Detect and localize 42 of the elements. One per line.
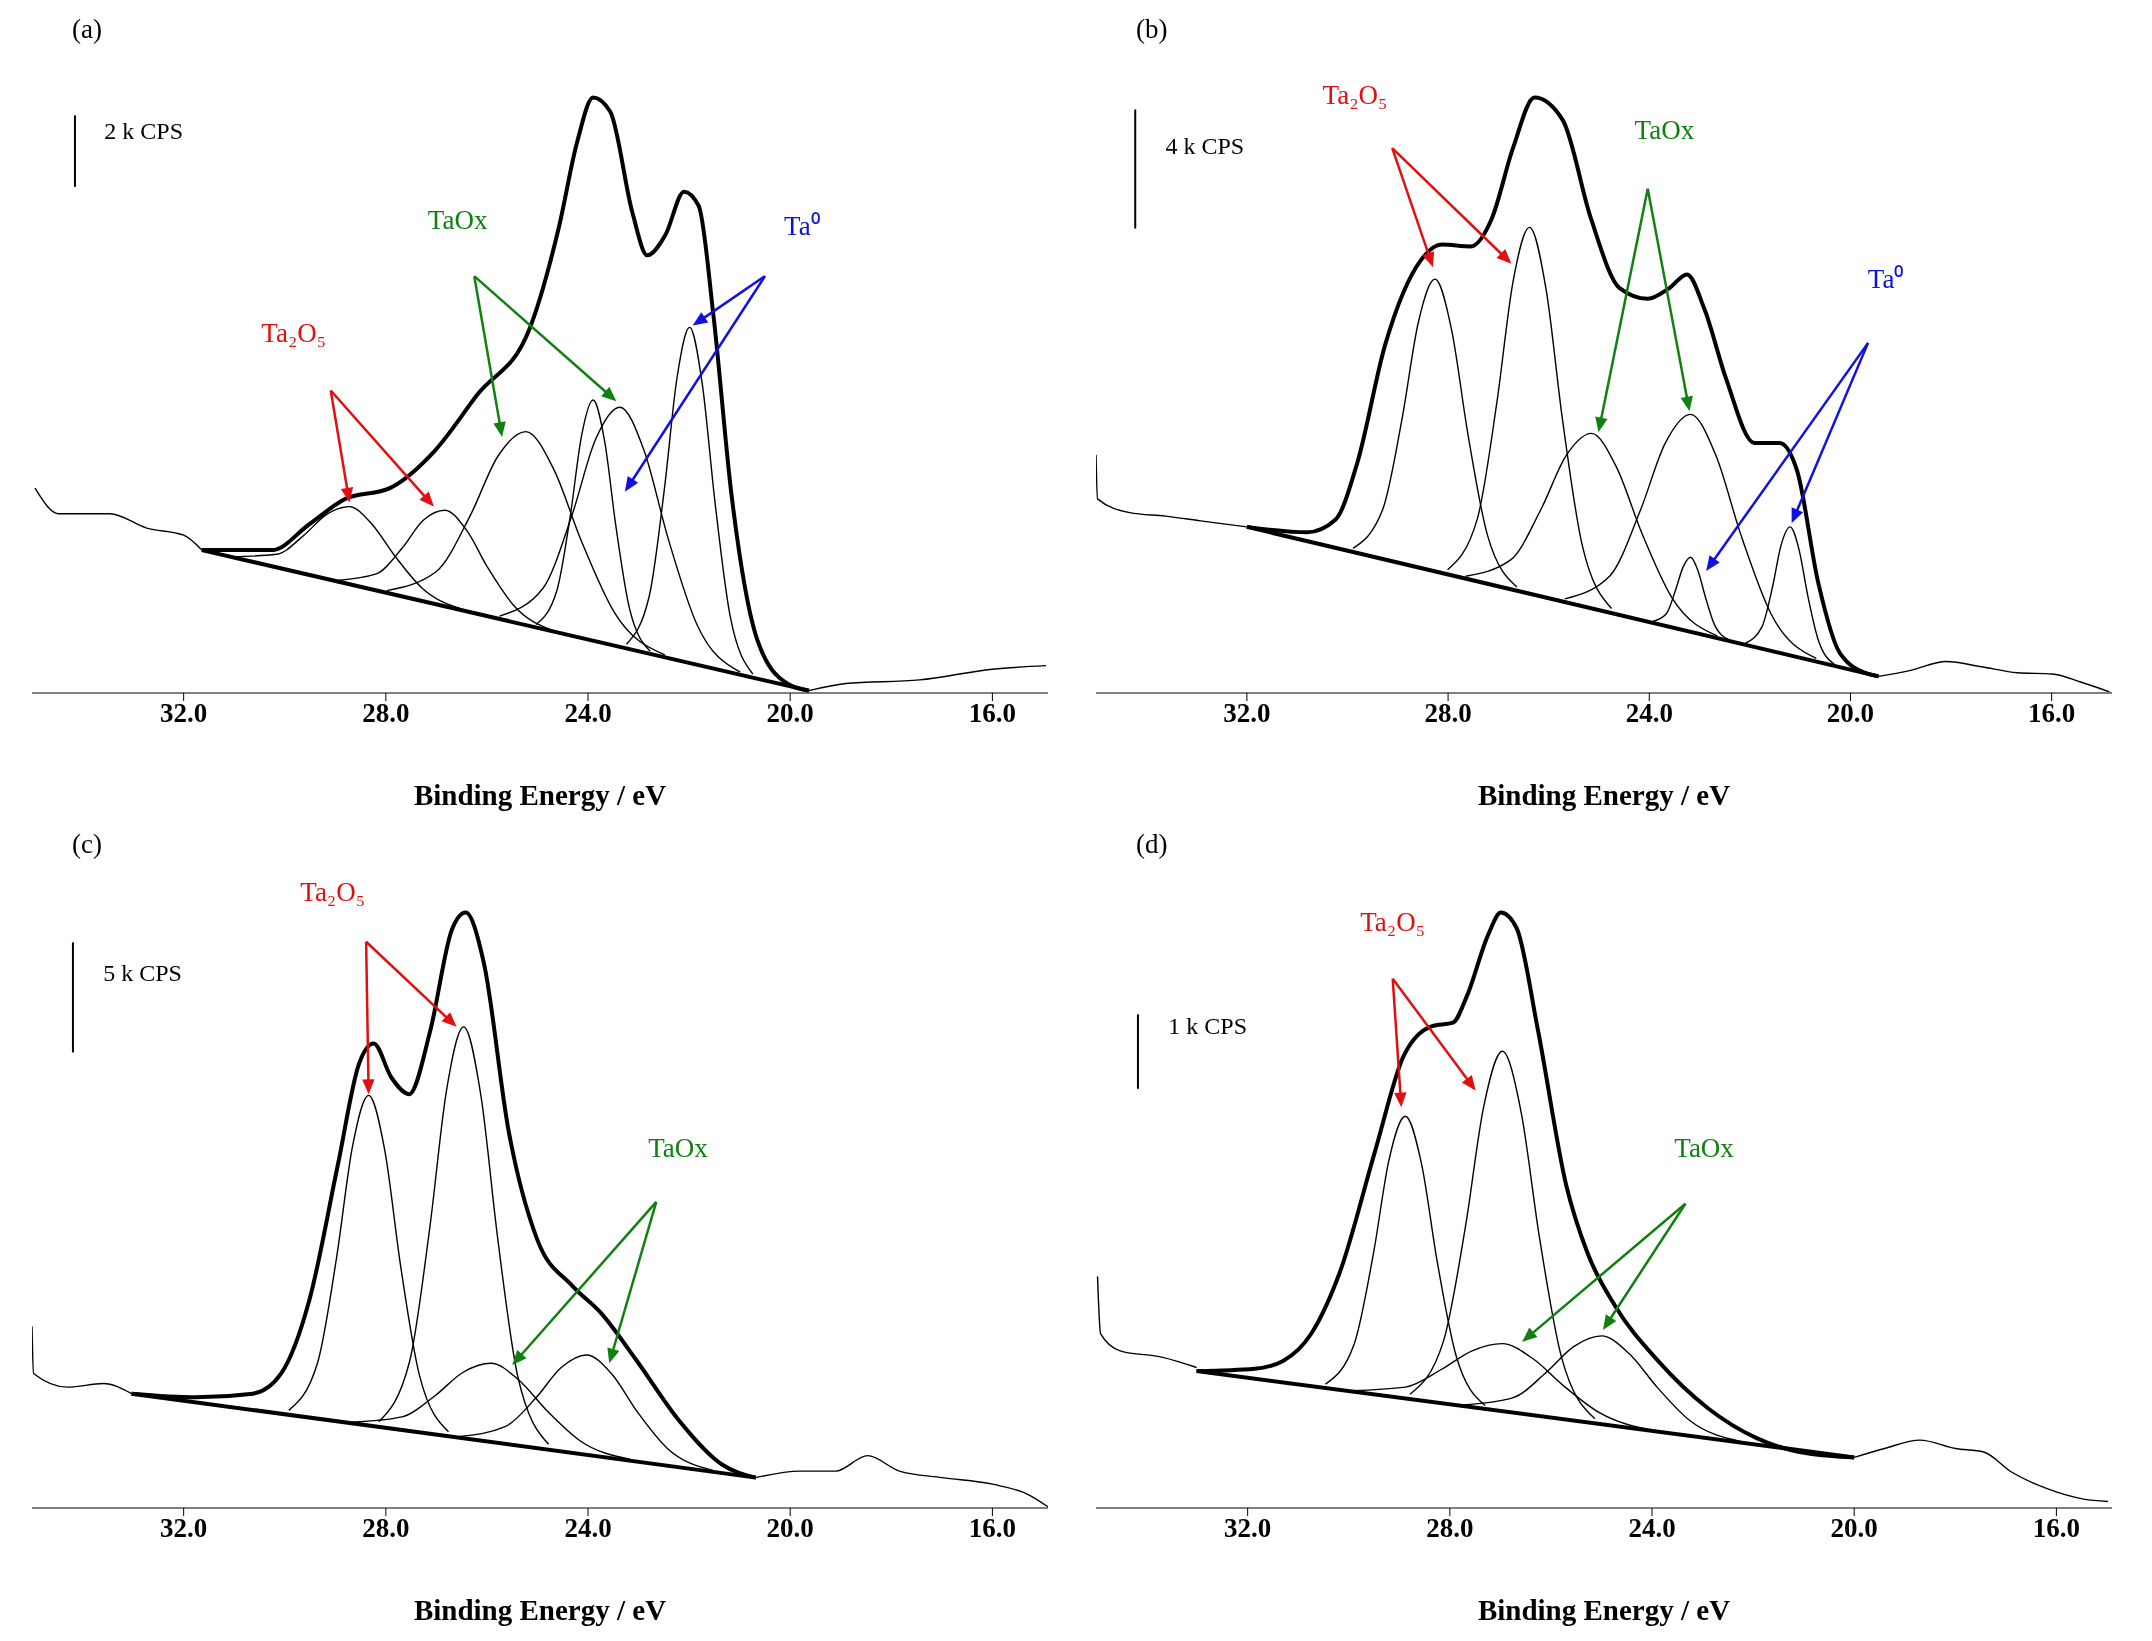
text: (b) (1136, 14, 1168, 44)
annotation: Ta⁰ (1867, 264, 1904, 295)
x-tick-label: 24.0 (1625, 698, 1673, 729)
text: (a) (72, 14, 102, 44)
x-tick-label: 20.0 (766, 1513, 814, 1544)
x-axis-title: Binding Energy / eV (413, 1594, 667, 1626)
x-tick-label: 20.0 (1826, 698, 1875, 729)
annotation: 4 k CPS (1165, 132, 1245, 159)
x-tick-label: 28.0 (1424, 698, 1472, 729)
x-tick-label: 20.0 (1830, 1513, 1878, 1544)
x-axis-title: Binding Energy / eV (1477, 779, 1731, 811)
x-tick-label: 24.0 (564, 1513, 612, 1544)
annotation: TaOx (1674, 1132, 1735, 1163)
annotation: 5 k CPS (103, 959, 182, 986)
x-tick-label: 28.0 (362, 1513, 410, 1544)
x-tick-label: 16.0 (968, 698, 1017, 729)
x-tick-label: 28.0 (362, 698, 410, 729)
x-tick-label: 32.0 (1223, 698, 1271, 729)
annotation: TaOx (1634, 115, 1695, 146)
x-tick-label: 16.0 (968, 1513, 1017, 1544)
annotation: TaOx (427, 204, 488, 235)
text: Ta₂O₅ (300, 876, 366, 907)
text: (d) (1136, 829, 1168, 859)
x-tick-label: 24.0 (1628, 1513, 1676, 1544)
x-tick-label: 16.0 (2028, 698, 2076, 729)
annotation: 1 k CPS (1168, 1012, 1247, 1039)
annotation: TaOx (648, 1132, 709, 1163)
annotation: 2 k CPS (104, 117, 183, 144)
annotation: Ta₂O₅ (261, 317, 327, 348)
text: (c) (72, 829, 102, 859)
x-tick-label: 20.0 (766, 698, 814, 729)
annotation: Ta₂O₅ (1322, 79, 1388, 110)
annotation: Ta₂O₅ (1360, 906, 1426, 937)
x-tick-label: 24.0 (564, 698, 612, 729)
x-tick-label: 32.0 (1224, 1513, 1272, 1544)
x-tick-label: 28.0 (1426, 1513, 1474, 1544)
x-axis-title: Binding Energy / eV (413, 779, 667, 811)
x-tick-label: 16.0 (2032, 1513, 2081, 1544)
x-tick-label: 32.0 (160, 1513, 208, 1544)
x-axis-title: Binding Energy / eV (1477, 1594, 1731, 1626)
x-tick-label: 32.0 (160, 698, 208, 729)
annotation: Ta⁰ (784, 210, 820, 241)
